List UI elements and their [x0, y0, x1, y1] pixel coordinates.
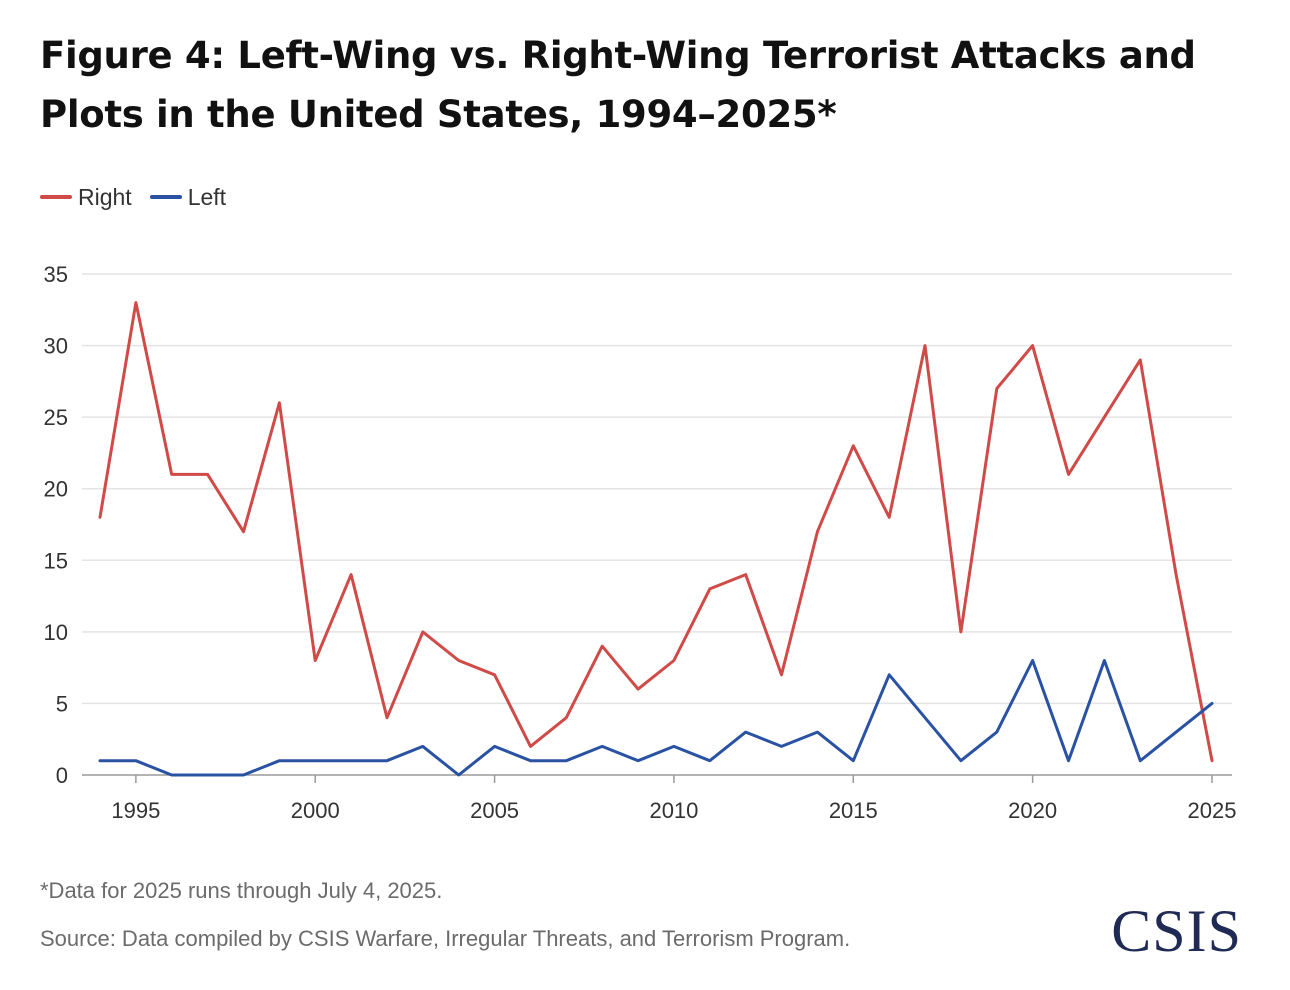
- y-tick-label-25: 25: [44, 405, 68, 430]
- legend-label-left: Left: [187, 183, 227, 210]
- x-tick-label-2005: 2005: [470, 798, 519, 823]
- x-tick-label-2010: 2010: [649, 798, 698, 823]
- data-series: [98, 301, 1214, 777]
- chart-legend: Right Left: [40, 182, 244, 212]
- x-tick-label-2000: 2000: [291, 798, 340, 823]
- chart-title: Figure 4: Left-Wing vs. Right-Wing Terro…: [40, 34, 1196, 136]
- x-tick-label-1995: 1995: [111, 798, 160, 823]
- x-axis-tick-labels: 1995 2000 2005 2010 2015 2020 2025: [111, 798, 1236, 823]
- x-tick-label-2015: 2015: [829, 798, 878, 823]
- source-note: Source: Data compiled by CSIS Warfare, I…: [40, 926, 851, 951]
- x-tick-label-2020: 2020: [1008, 798, 1057, 823]
- legend-item-left: Left: [149, 183, 227, 211]
- x-axis: [82, 774, 1232, 783]
- legend-swatch-left: [149, 195, 182, 199]
- y-tick-label-0: 0: [56, 763, 68, 788]
- series-line-right: [98, 301, 1214, 763]
- legend-item-right: Right: [40, 184, 132, 211]
- y-tick-label-15: 15: [44, 548, 68, 573]
- y-tick-label-5: 5: [56, 691, 68, 716]
- csis-logo: CSIS: [1111, 898, 1242, 964]
- grid-lines: [82, 273, 1232, 705]
- legend-label-right: Right: [78, 183, 132, 210]
- y-axis-tick-labels: 0 5 10 15 20 25 30 35: [44, 262, 68, 788]
- legend-swatch-right: [40, 195, 72, 199]
- series-line-left: [98, 659, 1214, 777]
- y-tick-label-35: 35: [44, 262, 68, 287]
- x-tick-label-2025: 2025: [1188, 798, 1237, 823]
- footnote: *Data for 2025 runs through July 4, 2025…: [40, 878, 443, 903]
- y-tick-label-30: 30: [44, 334, 68, 359]
- y-tick-label-10: 10: [44, 620, 68, 645]
- y-tick-label-20: 20: [44, 477, 68, 502]
